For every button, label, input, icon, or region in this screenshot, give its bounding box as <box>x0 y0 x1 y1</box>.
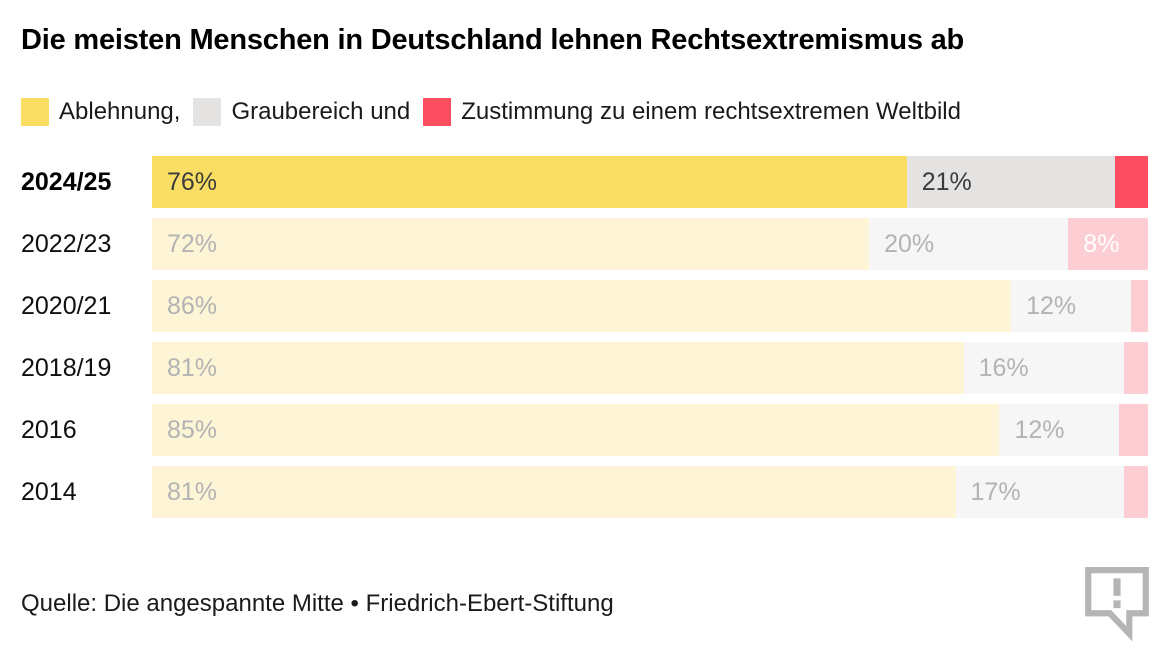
segment-value-label: 85% <box>167 415 218 444</box>
segment-ablehnung: 86% <box>152 280 1012 332</box>
legend-swatch-red-icon <box>423 98 452 126</box>
legend-item-graubereich: Graubereich und <box>193 98 410 126</box>
year-label: 2018/19 <box>21 353 112 382</box>
legend: Ablehnung, Graubereich und Zustimmung zu… <box>21 98 961 126</box>
segment-zustimmung <box>1124 466 1148 518</box>
segment-ablehnung: 85% <box>152 404 1000 456</box>
feedback-speech-bubble-exclamation-icon[interactable] <box>1084 566 1150 642</box>
legend-item-ablehnung: Ablehnung, <box>21 98 180 126</box>
legend-label: Zustimmung zu einem rechtsextremen Weltb… <box>461 98 961 125</box>
chart-row-2024-25: 2024/25 76% 21% <box>21 156 1148 208</box>
chart-row-2018-19: 2018/19 81% 16% <box>21 342 1148 394</box>
stacked-bar: 81% 16% <box>152 342 1148 394</box>
stacked-bar-chart: 2024/25 76% 21% 2022/23 72% 20% 8% 2020/… <box>21 156 1148 528</box>
chart-row-2022-23: 2022/23 72% 20% 8% <box>21 218 1148 270</box>
segment-graubereich: 17% <box>955 466 1125 518</box>
segment-zustimmung <box>1115 156 1148 208</box>
year-label: 2024/25 <box>21 167 112 196</box>
source-line: Quelle: Die angespannte Mitte • Friedric… <box>21 590 614 617</box>
stacked-bar: 86% 12% <box>152 280 1148 332</box>
segment-graubereich: 16% <box>963 342 1124 394</box>
segment-ablehnung: 81% <box>152 342 964 394</box>
segment-graubereich: 21% <box>906 156 1116 208</box>
segment-ablehnung: 81% <box>152 466 956 518</box>
segment-value-label: 72% <box>167 229 218 258</box>
segment-value-label: 21% <box>921 167 972 196</box>
legend-swatch-yellow-icon <box>21 98 49 126</box>
segment-value-label: 17% <box>970 477 1021 506</box>
year-label: 2016 <box>21 415 77 444</box>
stacked-bar: 85% 12% <box>152 404 1148 456</box>
segment-zustimmung <box>1119 404 1148 456</box>
legend-swatch-gray-icon <box>193 98 222 126</box>
segment-value-label: 81% <box>167 353 218 382</box>
chart-row-2014: 2014 81% 17% <box>21 466 1148 518</box>
legend-label: Graubereich und <box>231 98 411 125</box>
chart-title: Die meisten Menschen in Deutschland lehn… <box>21 24 965 56</box>
segment-value-label: 76% <box>167 167 218 196</box>
stacked-bar: 76% 21% <box>152 156 1148 208</box>
segment-zustimmung <box>1123 342 1148 394</box>
segment-zustimmung <box>1131 280 1148 332</box>
segment-ablehnung: 76% <box>152 156 907 208</box>
chart-row-2016: 2016 85% 12% <box>21 404 1148 456</box>
segment-zustimmung: 8% <box>1068 218 1148 270</box>
year-label: 2022/23 <box>21 229 112 258</box>
stacked-bar: 72% 20% 8% <box>152 218 1148 270</box>
segment-value-label: 20% <box>884 229 935 258</box>
segment-graubereich: 20% <box>869 218 1069 270</box>
segment-value-label: 81% <box>167 477 218 506</box>
stacked-bar: 81% 17% <box>152 466 1148 518</box>
legend-label: Ablehnung, <box>59 98 181 125</box>
segment-value-label: 86% <box>167 291 218 320</box>
year-label: 2014 <box>21 477 77 506</box>
chart-row-2020-21: 2020/21 86% 12% <box>21 280 1148 332</box>
segment-graubereich: 12% <box>1011 280 1131 332</box>
legend-item-zustimmung: Zustimmung zu einem rechtsextremen Weltb… <box>423 98 961 126</box>
segment-value-label: 12% <box>1026 291 1077 320</box>
segment-value-label: 16% <box>978 353 1029 382</box>
segment-value-label: 8% <box>1083 229 1120 258</box>
segment-ablehnung: 72% <box>152 218 870 270</box>
segment-value-label: 12% <box>1014 415 1065 444</box>
segment-graubereich: 12% <box>999 404 1120 456</box>
year-label: 2020/21 <box>21 291 112 320</box>
